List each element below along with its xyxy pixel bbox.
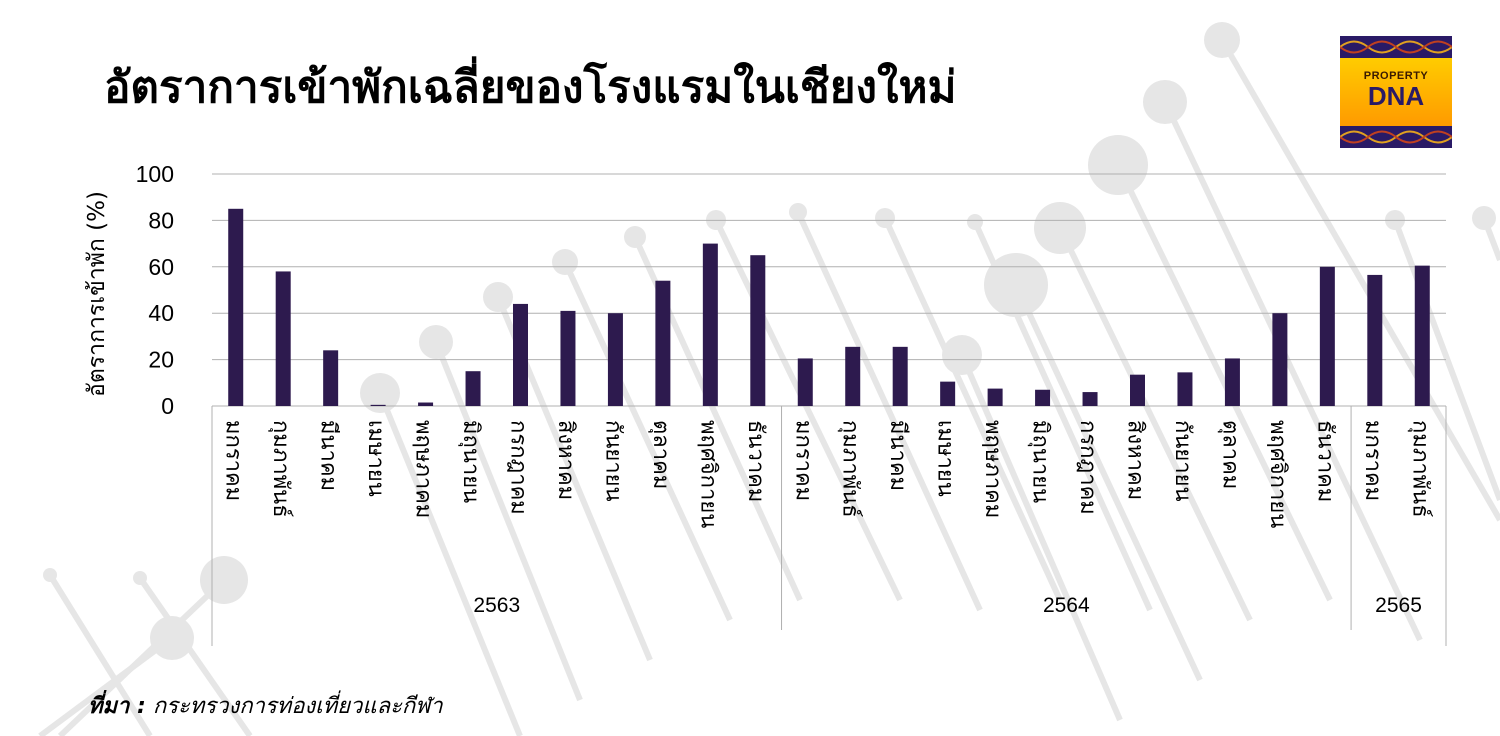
x-tick-label: พฤศจิกายน <box>1265 420 1290 528</box>
x-axis-categories: มกราคม กุมภาพันธ์ มีนาคม เมษายน พฤษภาคม มิถุน… <box>221 420 1433 528</box>
bar <box>513 303 528 406</box>
x-tick-label: กรกฎาคม <box>1075 420 1100 515</box>
x-axis-year-groups: 2563 2564 2565 <box>211 406 1447 646</box>
y-axis-label: อัตราการเข้าพัก (%) <box>84 191 110 397</box>
year-group-label: 2564 <box>1043 594 1090 617</box>
bar <box>1272 313 1288 406</box>
x-tick-label: กุมภาพันธ์ <box>268 420 293 518</box>
year-group-label: 2565 <box>1375 594 1422 617</box>
x-tick-label: พฤษภาคม <box>411 420 436 518</box>
bar <box>323 350 339 406</box>
source-label: ที่มา : <box>88 694 146 719</box>
y-tick-label: 20 <box>148 347 174 373</box>
bar <box>1130 374 1145 406</box>
x-tick-label: พฤศจิกายน <box>695 420 720 528</box>
bar <box>1082 392 1098 406</box>
y-tick-label: 60 <box>148 254 174 280</box>
x-tick-label: ธันวาคม <box>743 420 768 502</box>
x-tick-label: มีนาคม <box>885 420 910 491</box>
x-tick-label: เมษายน <box>363 420 388 497</box>
bar <box>228 208 244 406</box>
logo-text-dna: DNA <box>1367 81 1425 111</box>
x-tick-label: กรกฎาคม <box>506 420 531 515</box>
bar <box>1414 265 1430 406</box>
x-tick-label: เมษายน <box>933 420 958 497</box>
x-tick-label: มีนาคม <box>316 420 341 491</box>
bar <box>702 243 718 406</box>
y-tick-label: 40 <box>148 300 174 326</box>
x-tick-label: สิงหาคม <box>553 420 578 500</box>
y-tick-label: 80 <box>148 207 174 233</box>
x-tick-label: มกราคม <box>221 420 246 501</box>
bar <box>370 404 386 406</box>
x-tick-label: มิถุนายน <box>1028 420 1053 503</box>
x-tick-label: มิถุนายน <box>458 420 483 503</box>
source-note: ที่มา : กระทรวงการท่องเที่ยวและกีฬา <box>88 688 443 723</box>
bar <box>1035 389 1051 406</box>
page-title: อัตราการเข้าพักเฉลี่ยของโรงแรมในเชียงใหม… <box>104 62 957 113</box>
x-tick-label: ตุลาคม <box>1217 420 1242 489</box>
property-dna-logo: PROPERTY DNA <box>1340 36 1452 148</box>
bar <box>940 381 956 406</box>
logo-text-property: PROPERTY <box>1363 70 1429 82</box>
bar <box>275 271 291 406</box>
x-tick-label: ตุลาคม <box>648 420 673 489</box>
x-tick-label: สิงหาคม <box>1123 420 1148 500</box>
bar <box>797 358 813 406</box>
x-tick-label: กุมภาพันธ์ <box>1407 420 1432 518</box>
bar <box>1319 266 1335 406</box>
bar <box>465 371 481 406</box>
x-tick-label: กุมภาพันธ์ <box>838 420 863 518</box>
bar <box>1177 372 1193 406</box>
x-tick-label: กันยายน <box>1170 420 1195 502</box>
bar <box>750 255 766 406</box>
bar <box>607 313 623 406</box>
bar <box>987 388 1003 406</box>
bar <box>655 280 671 406</box>
dna-strand-icon <box>1340 130 1452 144</box>
bar <box>892 346 908 406</box>
y-tick-label: 0 <box>161 393 174 419</box>
y-tick-label: 100 <box>136 161 174 187</box>
year-group-label: 2563 <box>473 594 520 617</box>
source-text: กระทรวงการท่องเที่ยวและกีฬา <box>152 694 443 719</box>
x-tick-label: มกราคม <box>790 420 815 501</box>
x-tick-label: ธันวาคม <box>1312 420 1337 502</box>
bar <box>418 402 434 406</box>
dna-strand-icon <box>1340 40 1452 54</box>
bar <box>845 346 861 406</box>
x-tick-label: พฤษภาคม <box>980 420 1005 518</box>
chart-gridlines <box>212 173 1446 407</box>
bar <box>1224 358 1240 406</box>
y-axis-ticks: 0 20 40 60 80 100 <box>136 161 174 419</box>
x-tick-label: กันยายน <box>600 420 625 502</box>
bar <box>560 310 576 406</box>
x-tick-label: มกราคม <box>1360 420 1385 501</box>
chart-bars <box>228 208 1430 406</box>
bar <box>1367 274 1383 406</box>
